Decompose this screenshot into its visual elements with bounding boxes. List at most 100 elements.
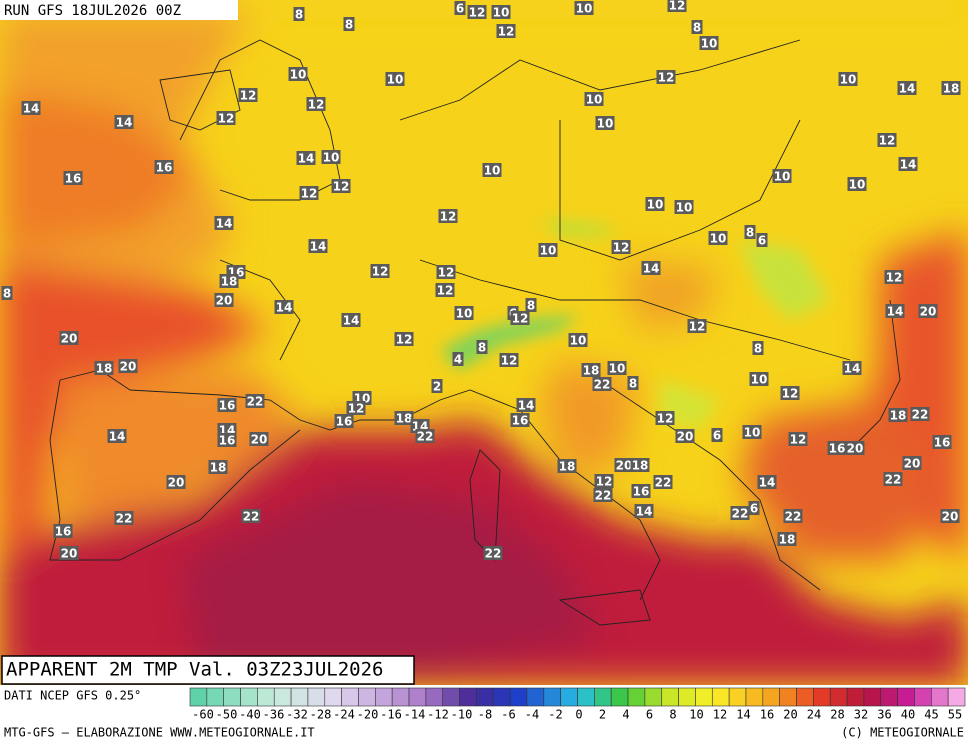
- label-box: [631, 484, 651, 498]
- label-box: [525, 298, 537, 312]
- credit: MTG-GFS — ELABORAZIONE WWW.METEOGIORNALE…: [4, 726, 315, 740]
- colorbar-label: 32: [854, 708, 868, 722]
- temperature-label: 12: [886, 271, 903, 285]
- label-box: [845, 441, 865, 455]
- label-box: [296, 151, 316, 165]
- colorbar-label: -6: [501, 708, 515, 722]
- label-box: [293, 7, 305, 21]
- temperature-label: 20: [677, 430, 694, 444]
- label-box: [611, 240, 631, 254]
- temperature-label: 20: [942, 510, 959, 524]
- colorbar-label: 55: [948, 708, 962, 722]
- label-box: [482, 163, 502, 177]
- label-box: [691, 20, 703, 34]
- temperature-label: 14: [844, 362, 861, 376]
- temperature-label: 16: [65, 172, 82, 186]
- colorbar-label: 10: [689, 708, 703, 722]
- temperature-label: 12: [613, 241, 630, 255]
- product-title: APPARENT 2M TMP Val. 03Z23JUL2026: [6, 659, 384, 681]
- colorbar-swatch: [341, 687, 359, 707]
- temperature-label: 16: [829, 442, 846, 456]
- temperature-label: 6: [713, 429, 721, 443]
- temperature-label: 16: [633, 485, 650, 499]
- label-box: [884, 270, 904, 284]
- label-box: [897, 81, 917, 95]
- temperature-label: 22: [594, 378, 611, 392]
- temperature-label: 8: [693, 21, 701, 35]
- label-box: [877, 133, 897, 147]
- label-box: [656, 70, 676, 84]
- temperature-label: 10: [484, 164, 501, 178]
- colorbar-swatch: [728, 687, 747, 707]
- colorbar-swatch: [257, 687, 275, 707]
- temperature-label: 20: [904, 457, 921, 471]
- colorbar-swatch: [240, 687, 258, 707]
- temperature-label: 18: [890, 409, 907, 423]
- run-box: [0, 0, 238, 20]
- temperature-label: 10: [710, 232, 727, 246]
- colorbar-swatch: [509, 687, 528, 707]
- alpine-cool-zone: [440, 220, 830, 430]
- label-box: [288, 67, 308, 81]
- temperature-label: 10: [586, 93, 603, 107]
- label-box: [241, 509, 261, 523]
- temperature-label: 20: [251, 433, 268, 447]
- colorbar-label: -60: [192, 708, 214, 722]
- temperature-label: 22: [595, 489, 612, 503]
- temperature-label: 12: [440, 210, 457, 224]
- temperature-label: 12: [501, 354, 518, 368]
- label-box: [166, 475, 186, 489]
- colorbar-swatch: [577, 687, 595, 707]
- label-box: [114, 115, 134, 129]
- label-box: [438, 209, 458, 223]
- label-box: [645, 197, 665, 211]
- temperature-label: 12: [437, 284, 454, 298]
- label-box: [595, 116, 615, 130]
- colorbar-swatch: [273, 687, 292, 707]
- colorbar-label: -50: [216, 708, 238, 722]
- label-box: [910, 407, 930, 421]
- temperature-label: 22: [243, 510, 260, 524]
- temperature-label: 22: [785, 510, 802, 524]
- label-box: [902, 456, 922, 470]
- temperature-label: 10: [849, 178, 866, 192]
- label-box: [454, 1, 466, 15]
- label-box: [885, 304, 905, 318]
- temperature-label: 8: [295, 8, 303, 22]
- temperature-label: 4: [454, 353, 462, 367]
- temperature-label: 20: [168, 476, 185, 490]
- temperature-label: 2: [433, 380, 441, 394]
- colorbar-swatch: [897, 687, 915, 707]
- temperature-label: 10: [774, 170, 791, 184]
- colorbar-label: 36: [877, 708, 891, 722]
- temperature-label: 12: [790, 433, 807, 447]
- colorbar-label: -16: [380, 708, 402, 722]
- label-box: [245, 394, 265, 408]
- colorbar-swatch: [425, 687, 444, 707]
- label-box: [592, 377, 612, 391]
- temperature-label: 20: [216, 294, 233, 308]
- temperature-label: 18: [779, 533, 796, 547]
- temperature-label: 10: [290, 68, 307, 82]
- colorbar-label: 45: [924, 708, 938, 722]
- colorbar-swatch: [813, 687, 831, 707]
- temperature-label: 14: [759, 476, 776, 490]
- temperature-label: 12: [301, 187, 318, 201]
- label-box: [607, 361, 627, 375]
- colorbar-swatch: [543, 687, 561, 707]
- label-box: [299, 186, 319, 200]
- colorbar-label: -10: [451, 708, 473, 722]
- temperature-label: 16: [219, 399, 236, 413]
- label-box: [711, 428, 723, 442]
- temperature-label: 22: [417, 430, 434, 444]
- temperature-label: 14: [109, 430, 126, 444]
- label-box: [308, 239, 328, 253]
- colorbar-swatch: [829, 687, 848, 707]
- label-box: [788, 432, 808, 446]
- label-box: [435, 283, 455, 297]
- label-box: [752, 341, 764, 355]
- label-box: [208, 460, 228, 474]
- colorbar-swatch: [947, 687, 966, 707]
- temperature-label: 14: [276, 301, 293, 315]
- label-box: [346, 401, 366, 415]
